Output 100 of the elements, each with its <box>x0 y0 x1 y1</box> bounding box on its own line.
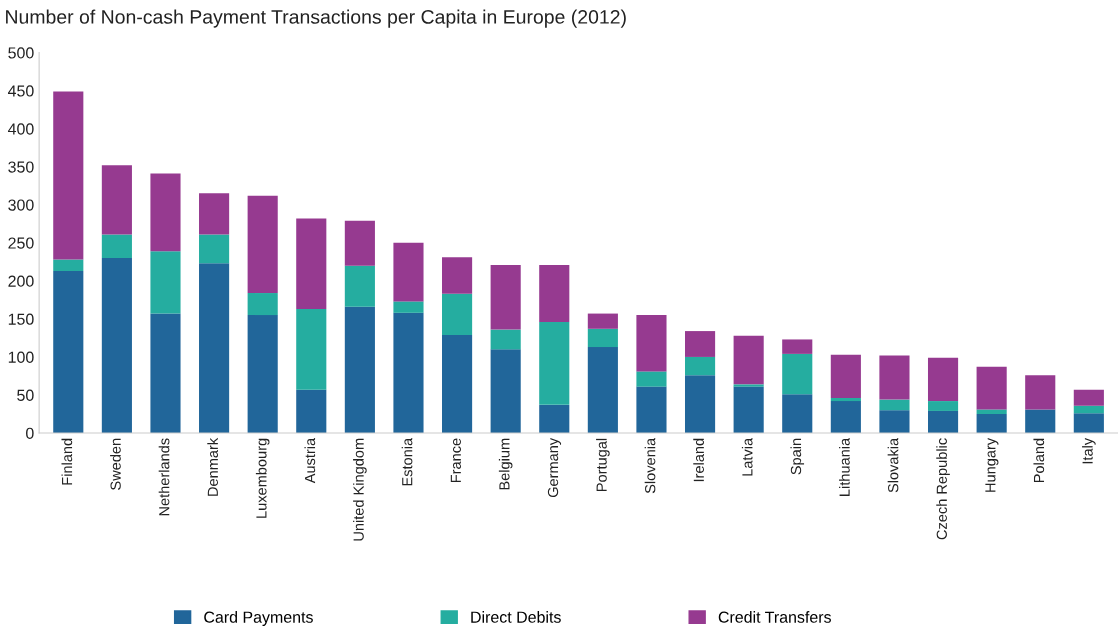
y-tick-label: 500 <box>8 47 34 59</box>
bar <box>830 354 861 399</box>
bar <box>539 404 570 434</box>
bar <box>247 293 278 316</box>
bar <box>1073 405 1104 414</box>
x-tick-label: Czech Republic <box>936 438 950 540</box>
y-tick-label: 150 <box>8 313 34 325</box>
legend-label: Credit Transfers <box>718 611 831 623</box>
x-tick-label: Spain <box>790 438 805 475</box>
bar <box>879 355 910 400</box>
bar <box>53 91 84 260</box>
bar <box>344 265 375 307</box>
bar <box>636 371 667 387</box>
bar <box>587 347 618 434</box>
bar <box>150 251 181 314</box>
bar <box>539 264 570 322</box>
bar <box>587 328 618 348</box>
bar <box>393 242 424 302</box>
bar <box>587 313 618 329</box>
bar <box>733 384 764 387</box>
x-tick-label: Netherlands <box>158 438 170 516</box>
y-tick-label: 250 <box>8 237 34 249</box>
bar <box>101 258 132 434</box>
bar <box>927 410 959 434</box>
x-tick-label: Poland <box>1033 438 1045 483</box>
x-tick-label: Latvia <box>741 437 753 476</box>
bar <box>490 329 521 350</box>
x-tick-label: Hungary <box>985 437 999 492</box>
x-tick-label: Finland <box>61 438 73 485</box>
bar <box>733 335 764 385</box>
bar <box>976 366 1007 410</box>
bar <box>296 389 327 434</box>
bar <box>53 259 84 271</box>
y-tick-label: 200 <box>8 275 34 287</box>
y-tick-label: 50 <box>17 389 34 401</box>
bar <box>296 309 327 390</box>
y-tick-label: 400 <box>7 123 34 135</box>
bar <box>490 264 521 330</box>
bar <box>1073 389 1104 406</box>
bar <box>879 399 910 411</box>
bar <box>733 386 764 434</box>
bar <box>296 218 327 310</box>
bar <box>344 220 375 266</box>
bar <box>782 353 813 395</box>
legend-label: Direct Debits <box>471 611 561 623</box>
bar <box>344 306 375 434</box>
bar <box>636 315 667 372</box>
y-tick-label: 300 <box>8 199 34 211</box>
bar <box>1073 413 1104 434</box>
bar <box>782 394 813 434</box>
bar <box>442 293 473 335</box>
bar <box>247 315 278 434</box>
bar <box>539 321 570 405</box>
x-tick-label: Estonia <box>401 437 413 486</box>
legend-label: Card Payments <box>204 611 313 626</box>
y-tick-label: 100 <box>8 351 34 363</box>
x-tick-label: Belgium <box>498 438 513 490</box>
bar <box>1025 375 1056 410</box>
y-tick-label: 350 <box>8 161 34 173</box>
bar <box>199 193 230 235</box>
chart-title: Number of Non-cash Payment Transactions per Capita in Europe (2012) <box>6 9 626 28</box>
x-tick-label: France <box>450 438 461 483</box>
x-tick-label: United Kingdom <box>353 438 367 541</box>
bar <box>636 386 667 434</box>
x-tick-label: Ireland <box>693 438 704 482</box>
bar <box>53 270 84 434</box>
x-tick-label: Denmark <box>207 437 218 496</box>
x-tick-label: Luxembourg <box>255 438 270 518</box>
y-tick-label: 450 <box>7 85 34 97</box>
x-tick-label: Slovakia <box>887 437 899 493</box>
bar <box>976 414 1007 434</box>
bar <box>199 234 230 264</box>
bar <box>490 349 521 434</box>
bar <box>393 312 424 434</box>
bar <box>879 410 910 434</box>
bar <box>442 257 473 294</box>
bar <box>684 375 716 434</box>
bar <box>782 339 813 354</box>
x-tick-label: Germany <box>547 437 562 498</box>
x-tick-label: Italy <box>1082 437 1096 464</box>
y-tick-label: 0 <box>26 427 34 439</box>
bar <box>1025 409 1056 434</box>
bar <box>830 398 861 402</box>
bar <box>150 173 181 252</box>
bar <box>684 331 716 357</box>
bar <box>247 195 278 294</box>
bar <box>830 401 861 434</box>
bar <box>393 301 424 313</box>
bar <box>442 334 473 434</box>
bar <box>199 263 230 434</box>
bar <box>927 357 959 402</box>
x-tick-label: Austria <box>304 437 316 484</box>
x-tick-label: Sweden <box>110 438 121 490</box>
x-tick-label: Lithuania <box>839 437 850 496</box>
bar <box>101 165 132 235</box>
bar <box>150 313 181 434</box>
bar <box>101 234 132 259</box>
bar <box>976 409 1007 414</box>
x-tick-label: Slovenia <box>644 437 656 494</box>
x-tick-label: Portugal <box>596 438 610 491</box>
